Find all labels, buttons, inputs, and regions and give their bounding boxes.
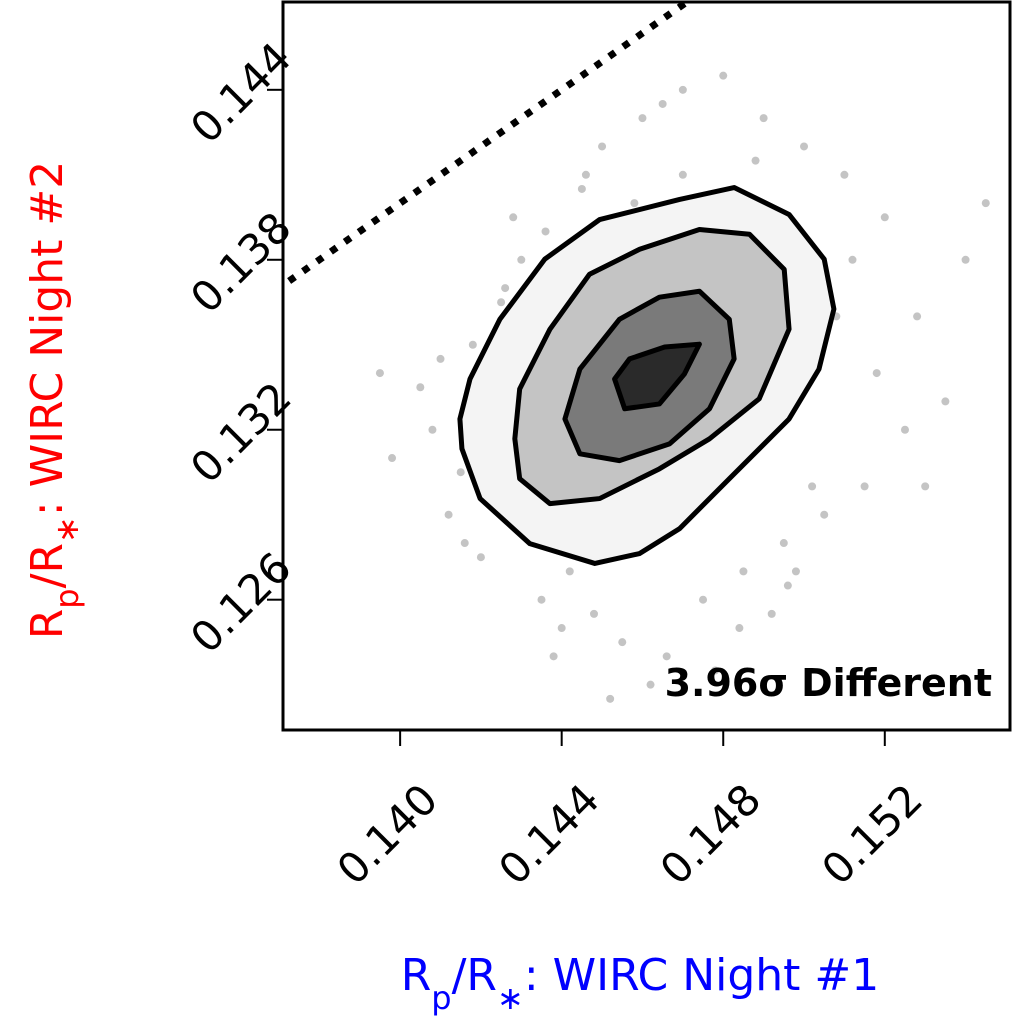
scatter-point [735, 624, 744, 633]
scatter-point [646, 680, 655, 689]
scatter-point [921, 482, 930, 491]
scatter-point [517, 255, 526, 264]
scatter-point [800, 142, 809, 151]
scatter-point [537, 595, 546, 604]
scatter-point [662, 652, 671, 661]
scatter-point [444, 510, 453, 519]
scatter-point [913, 312, 922, 321]
scatter-point [678, 85, 687, 94]
scatter-point [961, 255, 970, 264]
y-axis-label-part: R [22, 609, 73, 640]
scatter-point [501, 284, 510, 293]
scatter-point [900, 425, 909, 434]
scatter-point [860, 482, 869, 491]
x-axis-label-part: : WIRC Night #1 [524, 950, 879, 1001]
scatter-point [981, 199, 990, 208]
scatter-point [456, 468, 465, 477]
y-axis-label-part: /R [22, 543, 73, 588]
scatter-point [416, 383, 425, 392]
scatter-point [791, 567, 800, 576]
x-tick-label: 0.144 [489, 774, 609, 894]
scatter-point [820, 510, 829, 519]
scatter-point [638, 114, 647, 123]
scatter-point [711, 666, 720, 675]
y-axis-label: Rp/R∗: WIRC Night #2 [22, 161, 86, 640]
annotation: 3.96σ Different [665, 661, 992, 705]
scatter-point [941, 397, 950, 406]
x-axis-label-part: /R [452, 950, 497, 1001]
scatter-point [509, 213, 518, 222]
scatter-point [767, 609, 776, 618]
scatter-point [618, 638, 627, 647]
scatter-point [848, 255, 857, 264]
scatter-point [541, 227, 550, 236]
scatter-point [630, 199, 639, 208]
scatter-point [589, 609, 598, 618]
y-axis-label-part: p [48, 588, 86, 608]
scatter-point [428, 425, 437, 434]
scatter-point [678, 170, 687, 179]
scatter-point [808, 482, 817, 491]
scatter-point [476, 553, 485, 562]
scatter-point [739, 567, 748, 576]
scatter-point [577, 184, 586, 193]
scatter-point [658, 99, 667, 108]
scatter-point [460, 539, 469, 548]
scatter-point [699, 595, 708, 604]
scatter-point [581, 170, 590, 179]
y-axis-label-part: : WIRC Night #2 [22, 161, 73, 516]
scatter-point [779, 539, 788, 548]
scatter-point [549, 652, 558, 661]
x-axis-label-part: ∗ [497, 979, 524, 1017]
x-tick-label: 0.152 [812, 774, 932, 894]
scatter-point [872, 369, 881, 378]
scatter-point [436, 354, 445, 363]
x-tick-label: 0.140 [328, 774, 448, 894]
scatter-point [606, 694, 615, 703]
plot-area [283, 2, 990, 703]
scatter-point [759, 114, 768, 123]
x-tick-label: 0.148 [651, 774, 771, 894]
scatter-point [598, 142, 607, 151]
y-axis-label-part: ∗ [48, 516, 86, 543]
plot-frame [281, 0, 1012, 732]
x-axis-label-part: R [401, 950, 432, 1001]
scatter-point [565, 567, 574, 576]
x-axis-label: Rp/R∗: WIRC Night #1 [401, 950, 880, 1017]
scatter-point [783, 581, 792, 590]
scatter-point [557, 624, 566, 633]
scatter-point [880, 213, 889, 222]
x-axis-label-part: p [431, 979, 451, 1017]
contour [612, 341, 702, 412]
scatter-point [751, 156, 760, 165]
scatter-point [719, 71, 728, 80]
scatter-point [497, 298, 506, 307]
scatter-point [840, 170, 849, 179]
scatter-point [388, 454, 397, 463]
scatter-point [375, 369, 384, 378]
scatter-point [468, 340, 477, 349]
